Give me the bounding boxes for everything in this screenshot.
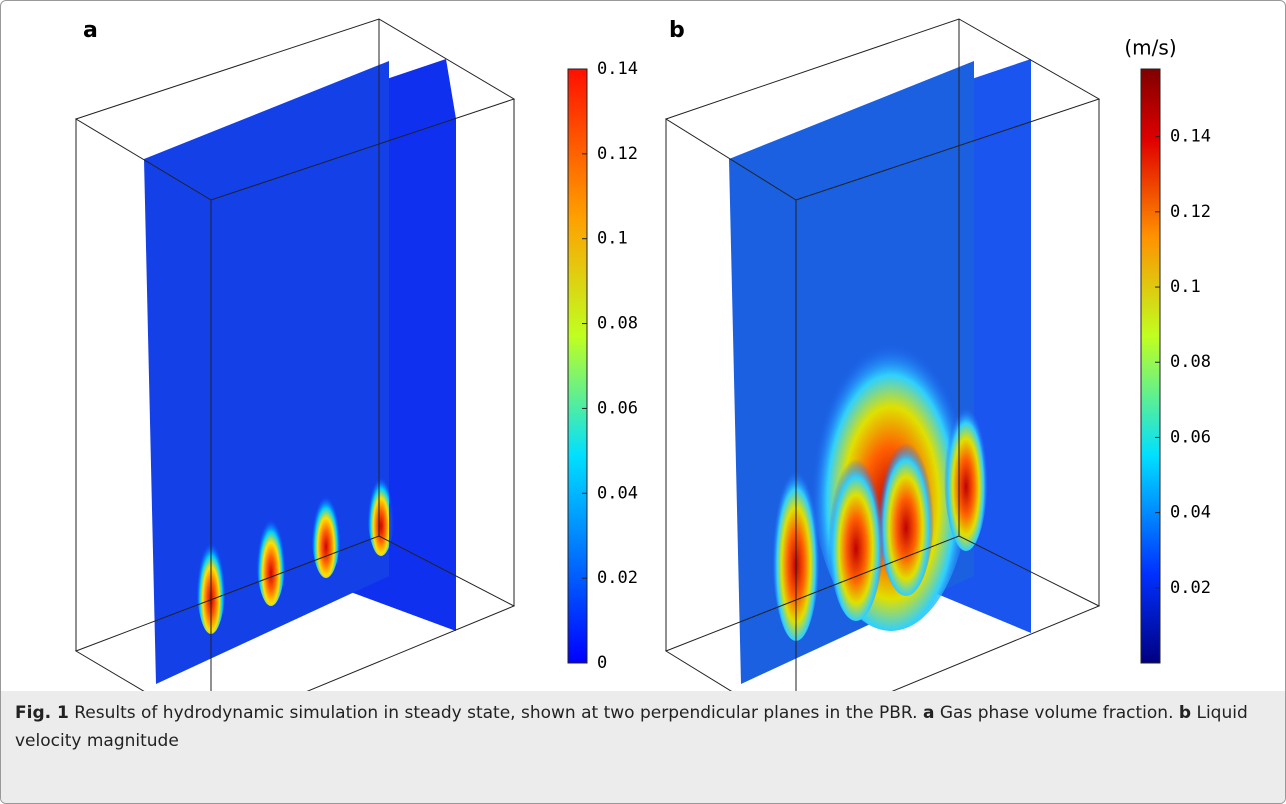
tick-label: 0.02 bbox=[597, 568, 638, 588]
tick-label: 0.06 bbox=[597, 398, 638, 418]
tick-label: 0.08 bbox=[1170, 352, 1211, 372]
tick-label: 0.04 bbox=[1170, 503, 1211, 523]
caption-b-text: Liquid velocity magnitude bbox=[15, 703, 1248, 751]
render-b bbox=[664, 18, 1101, 732]
tick-label: 0.1 bbox=[597, 229, 628, 249]
tick-label: 0.1 bbox=[1170, 277, 1201, 297]
panel-label: a bbox=[83, 18, 98, 43]
tick-label: 0.14 bbox=[597, 59, 638, 79]
colorbar bbox=[567, 68, 588, 664]
colorbar bbox=[1140, 68, 1161, 664]
caption: Fig. 1 Results of hydrodynamic simulatio… bbox=[1, 691, 1285, 803]
figure-graphics: a 0 0.02 0.04 0.06 0.08 0.1 0.12 0.14 b (m/s) 0.02 0… bbox=[74, 18, 1211, 732]
caption-b-label: b bbox=[1178, 703, 1192, 723]
tick-label: 0.02 bbox=[1170, 578, 1211, 598]
panel-label: b bbox=[669, 18, 685, 43]
caption-a-label: a bbox=[922, 703, 935, 723]
caption-text: Results of hydrodynamic simulation in st… bbox=[74, 703, 918, 723]
fig-label: Fig. 1 bbox=[15, 703, 69, 723]
tick-label: 0.12 bbox=[1170, 202, 1211, 222]
colorbar-unit: (m/s) bbox=[1124, 36, 1176, 60]
tick-label: 0.06 bbox=[1170, 427, 1211, 447]
tick-label: 0.12 bbox=[597, 144, 638, 164]
tick-label: 0 bbox=[597, 653, 607, 673]
caption-a-text: Gas phase volume fraction. bbox=[939, 703, 1174, 723]
render-a bbox=[74, 18, 516, 732]
tick-label: 0.08 bbox=[597, 314, 638, 334]
tick-label: 0.14 bbox=[1170, 127, 1211, 147]
tick-label: 0.04 bbox=[597, 483, 638, 503]
